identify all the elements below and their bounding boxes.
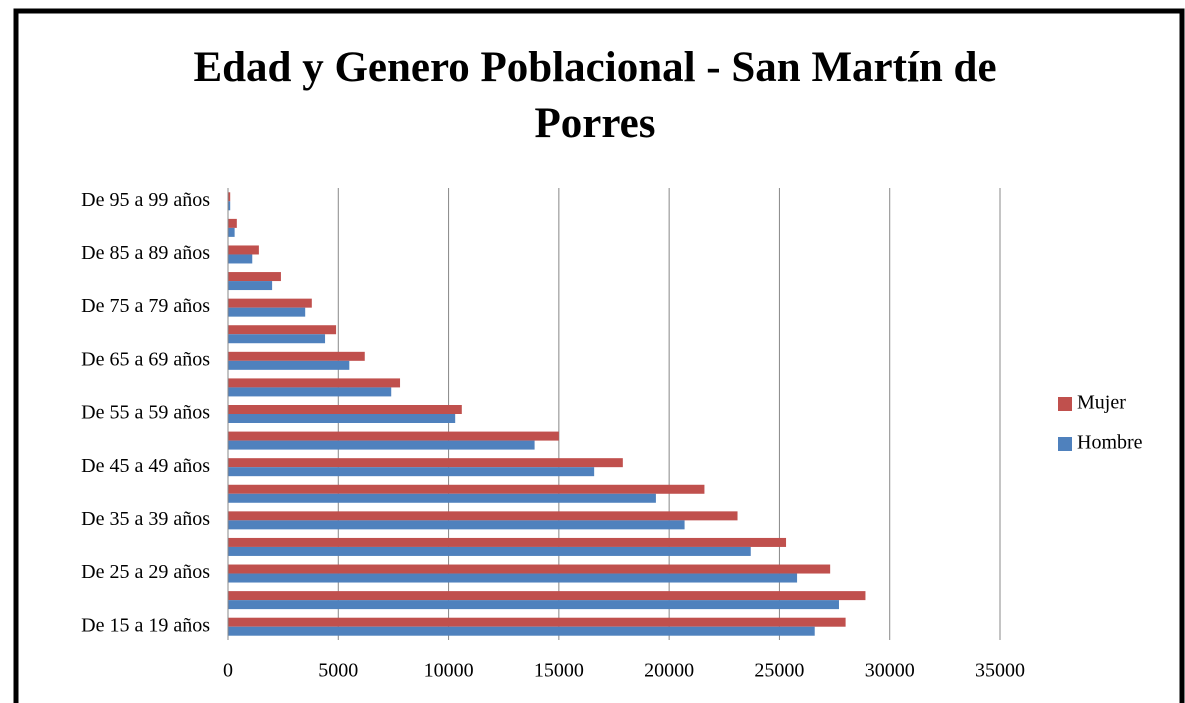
- y-tick-label: De 25 a 29 años: [81, 561, 210, 583]
- x-tick-label: 0: [223, 660, 233, 682]
- bar: [228, 431, 559, 441]
- bar: [228, 192, 231, 202]
- x-tick-label: 35000: [975, 660, 1025, 682]
- legend-label: Hombre: [1077, 432, 1143, 454]
- bar: [228, 626, 815, 636]
- bar: [228, 325, 337, 335]
- bar: [228, 617, 846, 627]
- x-tick-label: 30000: [865, 660, 915, 682]
- bar: [228, 458, 623, 468]
- bar: [228, 537, 787, 547]
- bar: [228, 573, 798, 583]
- chart-title: Edad y Genero Poblacional - San Martín d…: [193, 44, 997, 147]
- legend-label: Mujer: [1077, 392, 1126, 414]
- y-tick-label: De 75 a 79 años: [81, 295, 210, 317]
- bar: [228, 245, 259, 255]
- bar: [228, 227, 235, 237]
- x-tick-label: 5000: [318, 660, 358, 682]
- bar: [228, 218, 237, 228]
- x-tick-label: 15000: [534, 660, 584, 682]
- bar: [228, 378, 401, 388]
- y-tick-label: De 55 a 59 años: [81, 402, 210, 424]
- bar: [228, 520, 685, 530]
- y-tick-label: De 85 a 89 años: [81, 242, 210, 264]
- legend-swatch: [1058, 437, 1072, 451]
- bar: [228, 546, 751, 556]
- bar: [228, 591, 866, 601]
- bar: [228, 564, 831, 574]
- bar: [228, 467, 595, 477]
- bar: [228, 272, 281, 282]
- bar: [228, 360, 350, 370]
- bar: [228, 511, 738, 521]
- bar: [228, 440, 535, 450]
- y-tick-label: De 45 a 49 años: [81, 455, 210, 477]
- bar: [228, 298, 312, 308]
- legend-swatch: [1058, 397, 1072, 411]
- bar: [228, 254, 253, 264]
- bar: [228, 307, 306, 317]
- x-tick-label: 25000: [754, 660, 804, 682]
- bar: [228, 281, 273, 291]
- x-tick-label: 20000: [644, 660, 694, 682]
- y-tick-label: De 95 a 99 años: [81, 189, 210, 211]
- bar: [228, 387, 392, 397]
- bar: [228, 351, 365, 361]
- bar: [228, 484, 705, 494]
- chart-frame: [13, 8, 1185, 703]
- y-tick-label: De 15 a 19 años: [81, 614, 210, 636]
- bar: [228, 405, 462, 414]
- x-tick-label: 10000: [424, 660, 474, 682]
- bar: [228, 600, 839, 610]
- bar: [228, 414, 456, 423]
- y-tick-label: De 35 a 39 años: [81, 508, 210, 530]
- bar: [228, 201, 231, 211]
- bar: [228, 493, 656, 503]
- bar: [228, 334, 326, 344]
- y-tick-label: De 65 a 69 años: [81, 348, 210, 370]
